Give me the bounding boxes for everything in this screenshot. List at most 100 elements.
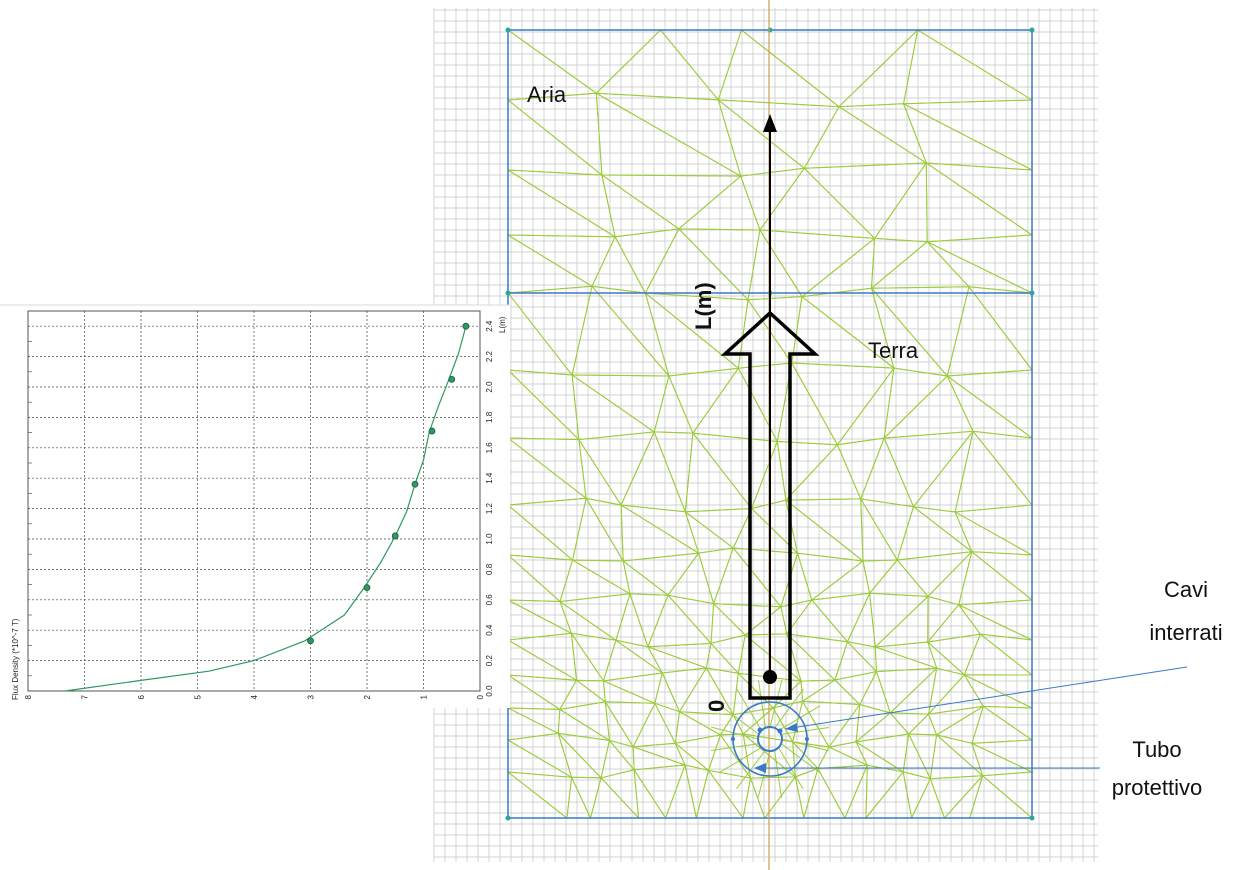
cable-node: [777, 728, 783, 734]
vertex-node: [505, 27, 511, 33]
mesh-triangle: [929, 775, 984, 819]
mesh-triangle: [506, 732, 573, 779]
mesh-triangle: [946, 285, 1033, 377]
mesh-triangle: [697, 547, 735, 606]
chart-panel: [0, 305, 510, 708]
mesh-refinement-line: [774, 750, 782, 798]
chart-y-tick-label: 1.8: [485, 411, 494, 423]
mesh-triangle: [716, 99, 840, 170]
mesh-triangle: [507, 707, 561, 735]
chart-y-tick-label: 1.4: [485, 472, 494, 484]
soil-label: Terra: [868, 338, 919, 363]
mesh-triangle: [732, 547, 799, 608]
chart-markers: [307, 322, 470, 645]
mesh-triangle: [860, 436, 915, 508]
protective-tube-label-line2: protettivo: [1112, 775, 1203, 800]
mesh-triangle: [865, 764, 905, 820]
mesh-triangle: [666, 594, 715, 645]
mesh-triangle: [749, 776, 797, 820]
chart-x-tick-label: 4: [250, 694, 259, 699]
measurement-line-arrowhead: [763, 114, 777, 132]
mesh-triangle: [943, 775, 984, 819]
mesh-triangle: [971, 742, 1034, 777]
chart-x-tick-label: 2: [363, 694, 372, 699]
mesh-triangle: [869, 592, 930, 649]
mesh-triangle: [758, 167, 876, 239]
mesh-triangle: [862, 559, 899, 595]
cables-leader-arrowhead: [785, 723, 798, 732]
tube-node: [805, 737, 809, 741]
vertex-node: [1029, 27, 1035, 33]
mesh-refinement-line: [774, 688, 804, 729]
chart-y-tick-label: 0.8: [485, 563, 494, 575]
mesh-refinement-line: [758, 680, 766, 728]
mesh-triangle: [903, 99, 1033, 171]
mesh-triangle: [600, 769, 640, 820]
mesh-triangle: [710, 634, 746, 675]
mesh-refinement-line: [778, 705, 821, 731]
mesh-triangle: [794, 767, 819, 819]
mesh-triangle: [763, 775, 805, 819]
hollow-direction-arrow: [720, 310, 820, 700]
chart-x-tick-label: 5: [194, 694, 203, 699]
mesh-triangle: [963, 633, 1034, 676]
chart-gridlines: [28, 311, 480, 691]
chart-y-tick-label: 1.0: [485, 533, 494, 545]
mesh-triangle: [927, 595, 960, 644]
mesh-triangle: [910, 777, 946, 819]
mesh-triangle: [668, 367, 740, 435]
mesh-triangle: [691, 432, 779, 510]
chart-y-tick-label: 2.2: [485, 350, 494, 362]
mesh-triangle: [570, 374, 670, 433]
mesh-triangle: [604, 701, 656, 748]
chart-y-tick-label: 2.4: [485, 320, 494, 332]
mesh-triangle: [803, 162, 928, 240]
mesh-triangle: [571, 496, 625, 562]
chart-x-tick-label: 3: [307, 694, 316, 699]
mesh-triangle: [590, 285, 670, 377]
chart-x-tick-label: 0: [476, 694, 485, 699]
mesh-triangle: [589, 776, 640, 819]
mesh-triangle: [859, 498, 915, 562]
mesh-triangle: [739, 29, 919, 108]
cables-leader-line: [784, 666, 1188, 730]
mesh-triangle: [719, 733, 751, 779]
chart-x-tick-label: 6: [137, 694, 146, 699]
mesh-triangle: [875, 667, 939, 714]
chart-data-marker: [462, 322, 470, 330]
mesh-refinement-line: [736, 749, 766, 790]
mesh-triangle: [507, 436, 588, 506]
buried-cables-label-line2: interrati: [1149, 620, 1222, 645]
chart-x-tick-label: 7: [81, 694, 90, 699]
mesh-triangle: [780, 551, 813, 608]
mesh-refinement-line: [757, 750, 771, 798]
mesh-triangle: [506, 554, 574, 603]
chart-y-ticks: 0.0 0.2 0.4 0.6 0.8 1.0 1.2 1.4 1.6 1.8 2.0 2.2 2.4: [485, 320, 494, 696]
mesh-triangle: [601, 173, 681, 238]
mesh-triangle: [925, 234, 1033, 294]
mesh-triangle: [969, 774, 1034, 819]
chart-data-marker: [391, 532, 399, 540]
mesh-triangle: [837, 28, 919, 108]
mesh-triangle: [827, 702, 861, 748]
chart-data-marker: [363, 584, 371, 592]
mesh-refinement-line: [781, 738, 829, 752]
chart-x-ticks: 0 1 2 3 4 5 6 7 8: [24, 694, 485, 699]
mesh-triangle: [691, 367, 779, 443]
mesh-triangle: [570, 632, 617, 683]
mesh-triangle: [790, 362, 895, 446]
buried-cable-outline: [757, 726, 783, 752]
mesh-triangle: [967, 286, 1033, 372]
vertex-node: [1029, 815, 1035, 821]
mesh-triangle: [507, 234, 594, 294]
mesh-triangle: [607, 739, 635, 772]
chart-x-tick-label: 8: [24, 694, 33, 699]
mesh-refinement-line: [769, 680, 783, 728]
chart-y-tick-label: 0.4: [485, 624, 494, 636]
mesh-triangle: [684, 764, 710, 819]
chart-x-tick-label: 1: [420, 694, 429, 699]
mesh-triangle: [647, 594, 713, 648]
mesh-triangle: [836, 437, 885, 501]
vertex-node: [505, 290, 511, 296]
mesh-triangle: [506, 771, 573, 819]
